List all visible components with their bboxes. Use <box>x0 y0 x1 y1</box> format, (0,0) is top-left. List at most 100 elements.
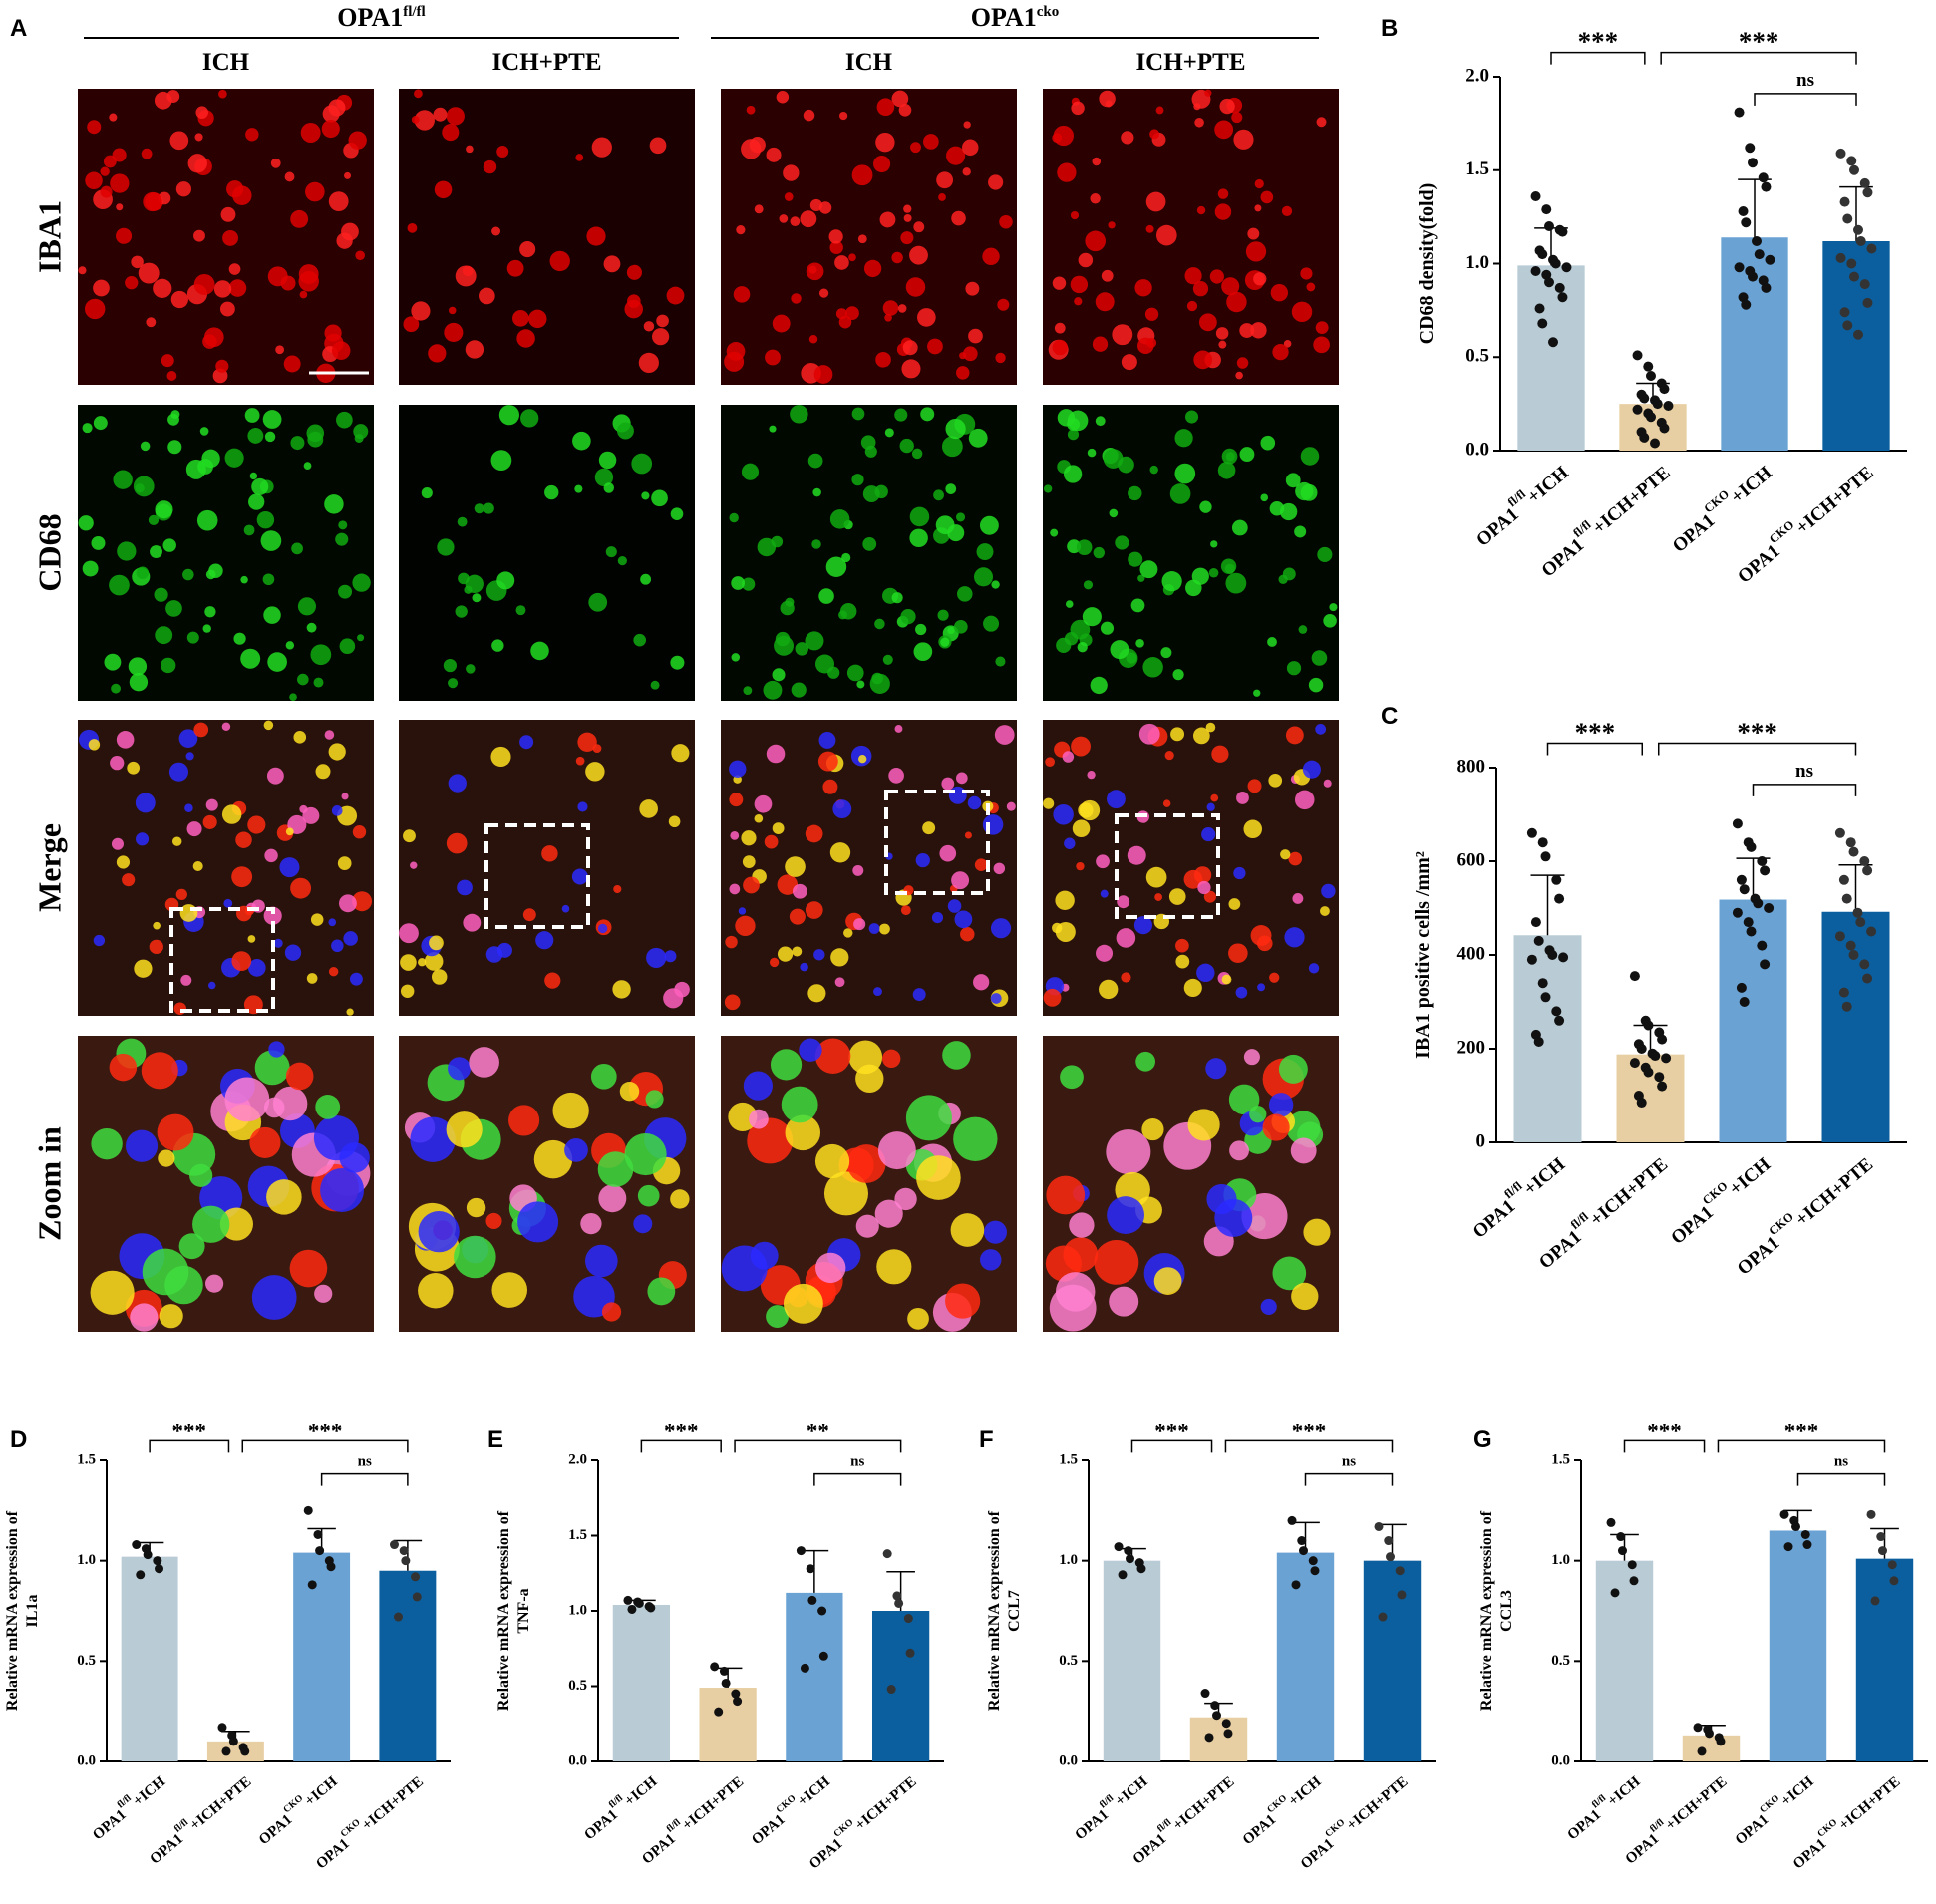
cell-blob <box>951 210 966 226</box>
data-point <box>217 1723 227 1733</box>
cell-blob <box>433 107 448 122</box>
cell-blob <box>148 514 160 526</box>
x-tick-label-suffix: +ICH+PTE <box>1663 1773 1730 1833</box>
x-tick-label-text: OPA1 <box>1669 510 1719 557</box>
cell-blob <box>324 494 344 514</box>
cell-blob <box>1311 650 1328 666</box>
cell-blob <box>1184 267 1202 285</box>
data-point <box>806 1564 815 1574</box>
cell-blob <box>103 155 117 168</box>
cell-blob <box>1074 297 1083 306</box>
significance-bracket <box>1796 1472 1886 1486</box>
cell-blob <box>1162 799 1171 807</box>
cell-blob <box>829 842 851 863</box>
cell-blob <box>469 1047 499 1078</box>
cell-blob <box>1290 1137 1317 1164</box>
cell-blob <box>1229 1140 1249 1161</box>
y-axis-label: CD68 density(fold) <box>1416 183 1438 345</box>
cell-blob <box>875 132 895 153</box>
cell-blob <box>731 653 741 662</box>
cell-blob <box>639 799 658 818</box>
cell-blob <box>100 185 113 198</box>
cell-blob <box>945 418 966 440</box>
data-point <box>1118 1570 1128 1580</box>
cell-blob <box>868 923 880 934</box>
cell-blob <box>185 752 194 761</box>
cell-blob <box>645 1090 664 1109</box>
cell-blob <box>291 542 303 555</box>
data-point <box>721 1678 731 1688</box>
cell-blob <box>729 883 741 895</box>
group-title-text: OPA1 <box>971 3 1037 32</box>
data-point <box>1878 1546 1887 1556</box>
bar <box>1769 1530 1827 1761</box>
cell-blob <box>1153 1267 1182 1295</box>
cell-blob <box>520 409 539 428</box>
cell-blob <box>93 416 108 431</box>
significance-bracket <box>1754 93 1857 106</box>
significance-label: *** <box>1737 718 1777 748</box>
cell-blob <box>1196 205 1206 215</box>
cell-blob <box>1215 327 1229 340</box>
cell-blob <box>749 1109 769 1129</box>
cell-blob <box>1224 563 1235 574</box>
cell-blob <box>1245 241 1267 262</box>
cell-blob <box>1043 484 1053 493</box>
cell-blob <box>228 279 247 297</box>
data-point <box>1876 1532 1886 1542</box>
cell-blob <box>245 128 259 142</box>
cell-blob <box>249 1126 281 1158</box>
cell-blob <box>973 974 990 991</box>
data-point <box>1606 1517 1616 1527</box>
data-point <box>1862 297 1873 308</box>
cell-blob <box>1239 447 1255 463</box>
cell-blob <box>1196 963 1215 983</box>
cell-blob <box>771 535 784 548</box>
cell-blob <box>135 483 145 493</box>
cell-blob <box>339 638 356 655</box>
significance-label: ns <box>1796 70 1814 91</box>
data-point <box>733 1697 743 1707</box>
y-tick-label: 800 <box>1457 756 1486 777</box>
cell-blob <box>1221 277 1240 296</box>
cell-blob <box>979 515 999 535</box>
cell-blob <box>485 946 503 963</box>
data-point <box>1848 846 1859 857</box>
cell-blob <box>315 1095 341 1119</box>
cell-blob <box>299 290 308 299</box>
data-point <box>903 1614 913 1624</box>
cell-blob <box>328 191 349 211</box>
cell-blob <box>1303 1218 1331 1246</box>
data-point <box>796 1546 806 1556</box>
significance-bracket <box>1550 51 1646 65</box>
cell-blob <box>652 328 670 346</box>
significance-label: *** <box>1575 718 1616 748</box>
cell-blob <box>1100 889 1109 898</box>
data-point <box>1746 841 1757 852</box>
cell-blob <box>1247 227 1260 240</box>
cell-blob <box>256 510 275 529</box>
cell-blob <box>851 474 864 486</box>
cell-blob <box>783 1283 823 1324</box>
cell-blob <box>1144 307 1159 321</box>
cell-blob <box>260 530 282 551</box>
cell-blob <box>1221 448 1238 465</box>
x-tick-label-suffix: +ICH+PTE <box>359 1773 426 1833</box>
cell-blob <box>564 1137 588 1162</box>
cell-blob <box>754 204 764 214</box>
cell-blob <box>167 440 182 455</box>
cell-blob <box>613 884 622 894</box>
cell-blob <box>85 171 103 190</box>
cell-blob <box>199 427 209 436</box>
cell-blob <box>900 231 914 245</box>
data-point <box>1561 262 1572 273</box>
cell-blob <box>807 453 823 469</box>
cell-blob <box>231 951 252 971</box>
y-tick-label: 0.0 <box>1059 1752 1078 1768</box>
data-point <box>731 1689 741 1699</box>
x-tick-label: OPA1fl/fl+ICH <box>1561 1769 1643 1843</box>
significance-label: *** <box>664 1419 699 1443</box>
cell-blob <box>1260 190 1274 204</box>
cell-blob <box>905 1095 952 1141</box>
cell-blob <box>437 538 455 556</box>
